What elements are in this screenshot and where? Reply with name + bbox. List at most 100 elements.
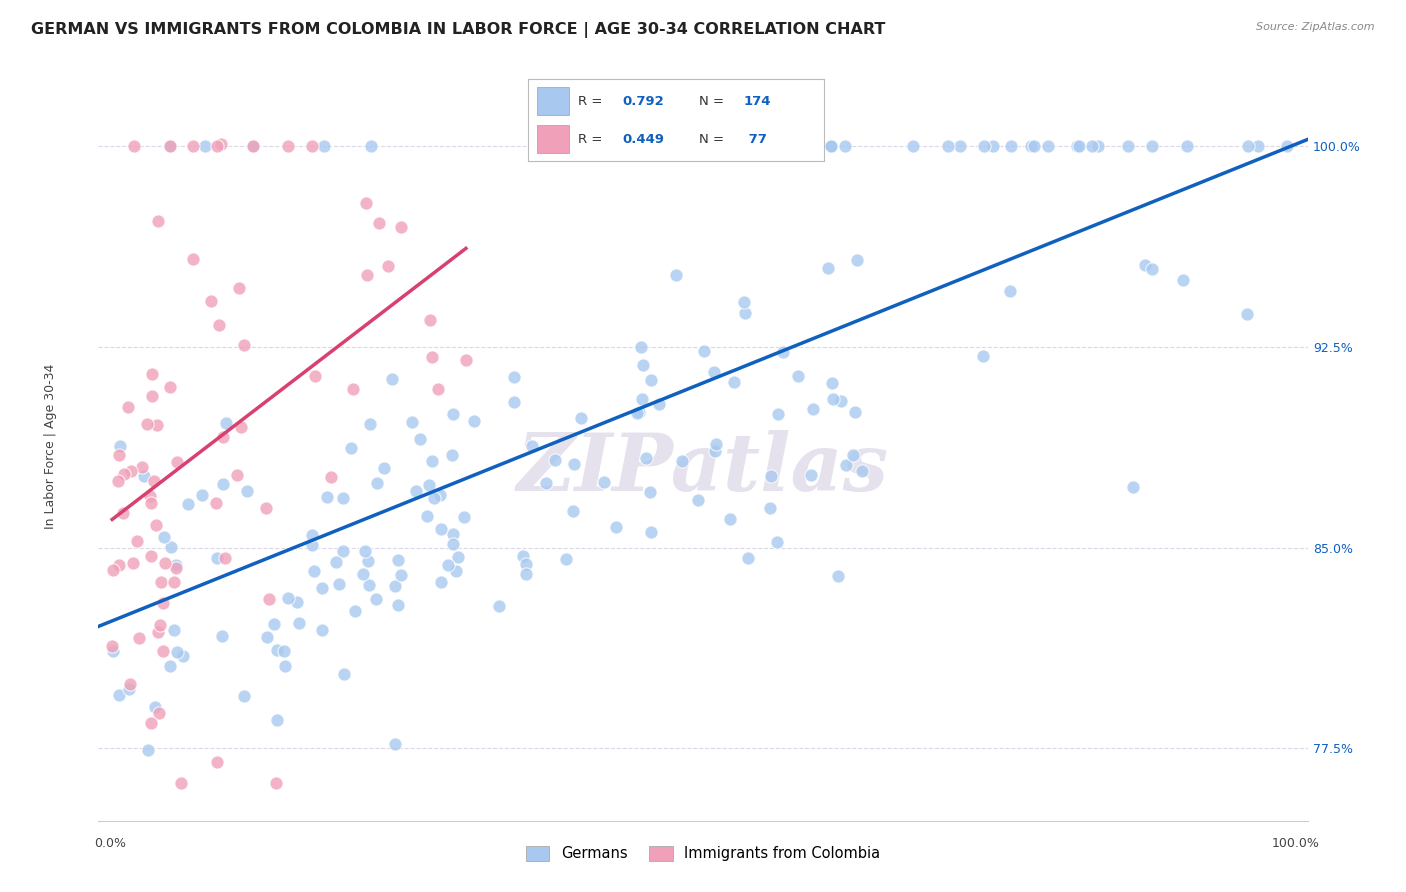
Point — [152, 597, 174, 611]
Point — [401, 415, 423, 429]
Point — [155, 556, 177, 570]
Point — [772, 345, 794, 359]
Point — [1069, 139, 1091, 153]
Point — [821, 376, 844, 391]
Point — [301, 527, 323, 541]
Point — [141, 389, 163, 403]
Point — [387, 598, 409, 612]
Point — [228, 281, 250, 295]
Point — [555, 552, 578, 566]
Point — [718, 512, 741, 526]
Point — [226, 467, 249, 482]
Point — [949, 139, 972, 153]
Point — [159, 139, 181, 153]
Point — [274, 659, 297, 673]
Point — [419, 313, 441, 327]
Point — [640, 373, 662, 387]
Point — [139, 496, 162, 510]
Point — [152, 530, 174, 544]
Point — [648, 397, 671, 411]
Point — [143, 474, 166, 488]
Point — [145, 517, 167, 532]
Text: 100.0%: 100.0% — [1272, 837, 1320, 850]
Point — [108, 688, 131, 702]
Point — [122, 556, 145, 570]
Point — [1022, 139, 1045, 153]
Point — [569, 411, 592, 425]
Point — [367, 216, 389, 230]
Point — [181, 252, 204, 266]
Point — [143, 699, 166, 714]
Point — [141, 367, 163, 381]
Point — [342, 382, 364, 396]
Point — [704, 436, 727, 450]
Point — [734, 306, 756, 320]
Point — [135, 417, 157, 431]
Point — [311, 623, 333, 637]
Point — [446, 564, 468, 578]
Point — [901, 139, 924, 153]
Point — [981, 139, 1004, 153]
Point — [131, 460, 153, 475]
Point — [165, 558, 187, 572]
Point — [205, 496, 228, 510]
Point — [360, 139, 382, 153]
Point — [312, 139, 335, 153]
Point — [359, 578, 381, 592]
Point — [998, 284, 1021, 298]
Point — [301, 139, 323, 153]
Point — [693, 344, 716, 359]
Point — [205, 550, 228, 565]
Point — [170, 776, 193, 790]
Point — [263, 616, 285, 631]
Point — [194, 139, 217, 153]
Point — [380, 371, 402, 385]
Point — [354, 544, 377, 558]
Point — [118, 681, 141, 696]
Point — [328, 577, 350, 591]
Point — [426, 382, 449, 396]
Point — [416, 508, 439, 523]
Point — [107, 449, 129, 463]
Point — [429, 488, 451, 502]
Point — [1021, 139, 1043, 153]
Point — [723, 376, 745, 390]
Point — [264, 776, 287, 790]
Point — [502, 369, 524, 384]
Point — [844, 404, 866, 418]
Point — [420, 350, 443, 364]
Point — [592, 475, 614, 490]
Point — [215, 416, 238, 430]
Point — [1236, 307, 1258, 321]
Point — [254, 501, 277, 516]
Point — [301, 538, 323, 552]
Point — [211, 430, 233, 444]
Point — [787, 368, 810, 383]
Point — [288, 615, 311, 630]
Point — [441, 407, 464, 421]
Point — [835, 458, 858, 472]
Point — [463, 414, 485, 428]
Point — [515, 566, 537, 581]
Point — [356, 268, 378, 282]
Point — [638, 484, 661, 499]
Point — [1140, 262, 1163, 277]
Point — [631, 359, 654, 373]
Point — [209, 136, 232, 151]
Point — [1236, 139, 1258, 153]
Point — [1142, 139, 1164, 153]
Point — [120, 464, 142, 478]
Text: In Labor Force | Age 30-34: In Labor Force | Age 30-34 — [44, 363, 56, 529]
Point — [733, 294, 755, 309]
Text: 0.0%: 0.0% — [94, 837, 127, 850]
Point — [820, 139, 842, 153]
Point — [101, 563, 124, 577]
Point — [146, 625, 169, 640]
Point — [366, 591, 388, 606]
Point — [1116, 139, 1139, 153]
Point — [441, 448, 464, 462]
Point — [177, 498, 200, 512]
Point — [118, 677, 141, 691]
Point — [160, 541, 183, 555]
Point — [163, 574, 186, 589]
